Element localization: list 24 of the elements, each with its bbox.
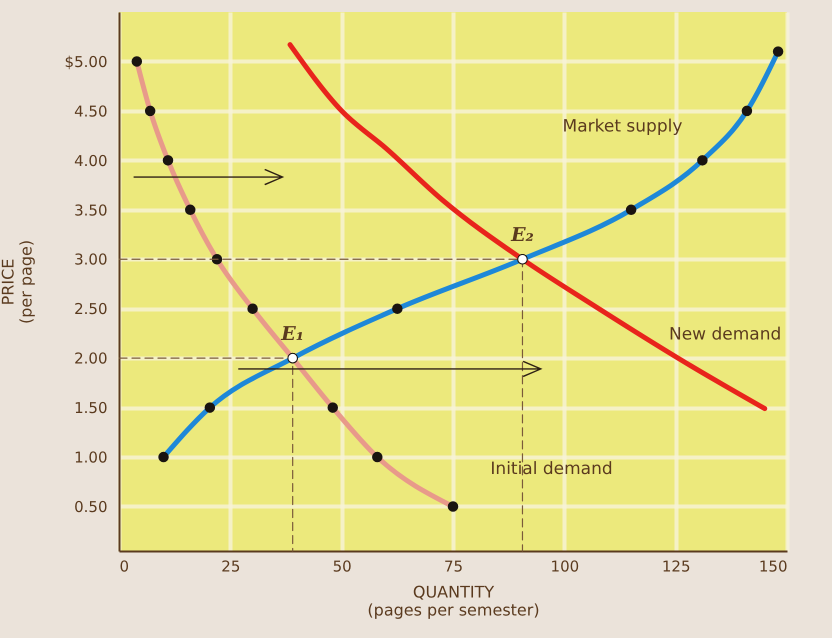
y-tick-label: 4.50 [74,102,108,120]
y-tick-label: 1.50 [74,399,108,418]
x-tick-label: 150 [758,558,788,576]
x-tick-label: 0 [120,558,130,576]
x-tick-label: 75 [444,558,464,576]
y-tick-label: $5.00 [64,52,108,71]
annotation: E₁ [280,323,304,346]
y-tick-label: 0.50 [74,498,108,516]
y-axis-title: PRICE (per page) [0,240,36,324]
x-tick-label: 25 [221,558,240,576]
x-tick-label: 100 [550,558,580,576]
series-label: Market supply [562,116,682,137]
annotation: E₂ [510,224,534,246]
y-tick-label: 2.00 [74,350,108,368]
series-label: New demand [668,324,782,344]
x-tick-label: 125 [662,558,690,576]
x-axis-title: QUANTITY (pages per semester) [367,582,540,620]
y-tick-label: 3.00 [74,250,108,269]
y-tick-label: 3.50 [74,201,108,220]
x-tick-label: 50 [332,558,352,576]
y-tick-label: 2.50 [74,300,108,318]
y-tick-label: 1.00 [74,448,108,467]
y-tick-label: 4.00 [74,152,108,170]
text: Initial demand [490,458,613,479]
